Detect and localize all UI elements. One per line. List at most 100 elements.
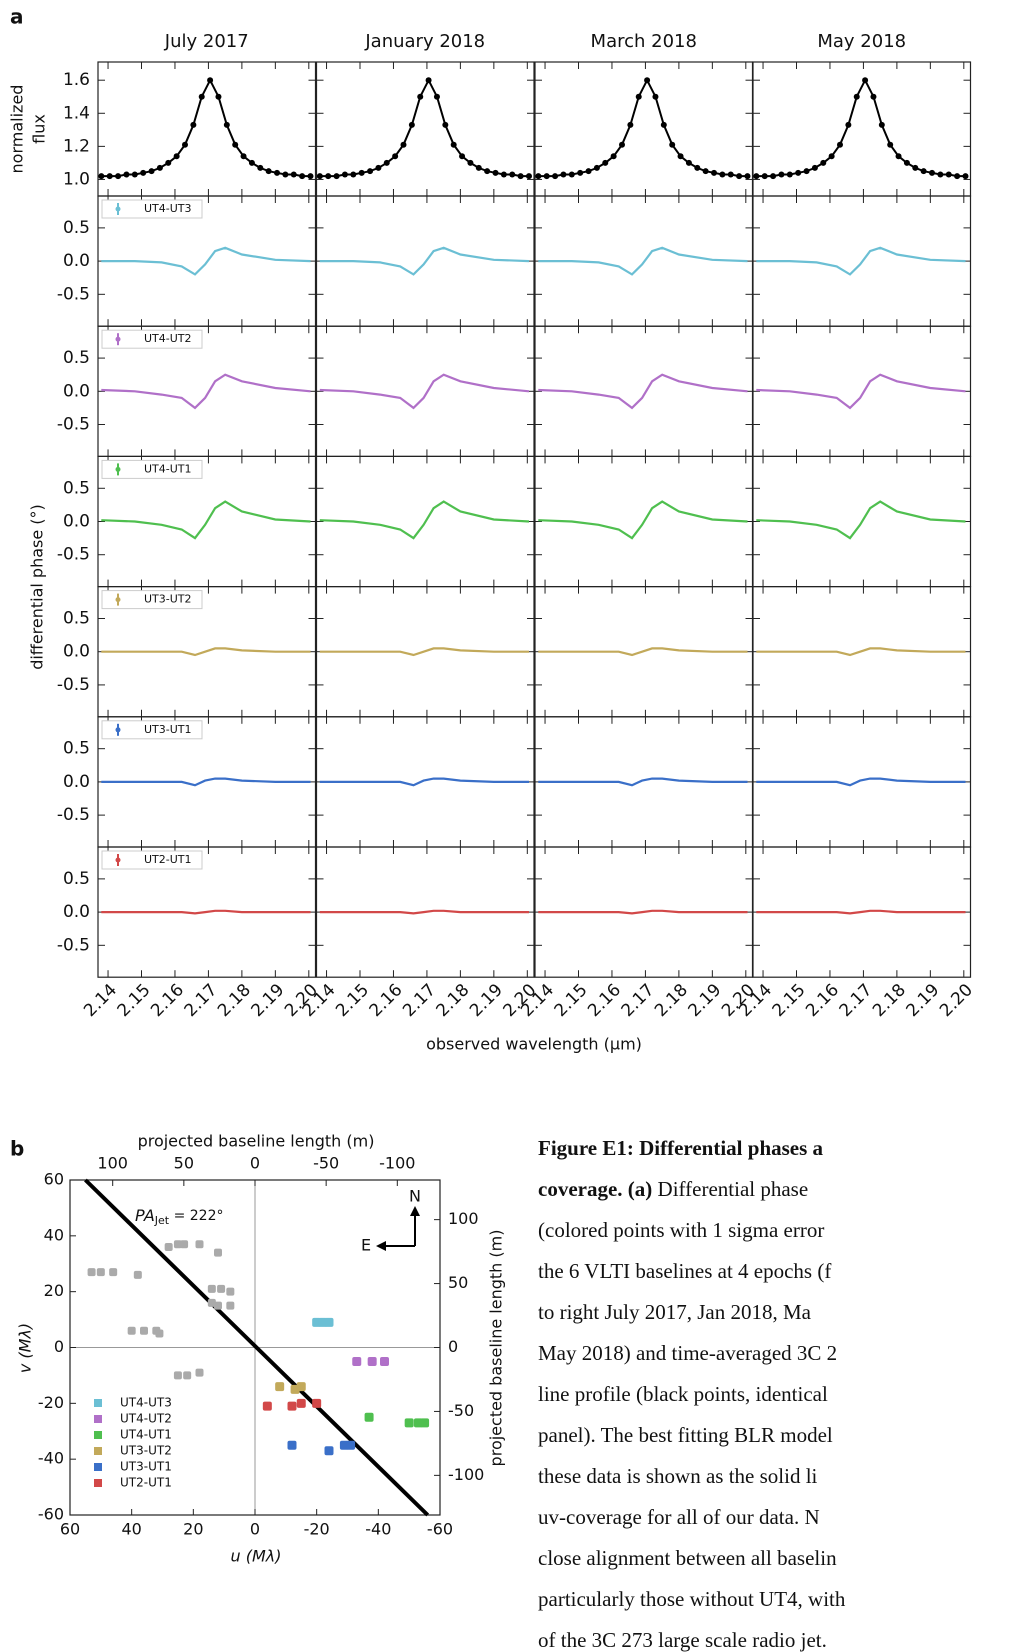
right-axis-label: projected baseline length (m) — [487, 1230, 506, 1467]
model-line — [538, 647, 748, 657]
y-tick-label: -60 — [38, 1505, 64, 1524]
flux-point — [954, 173, 961, 180]
model-line — [756, 246, 966, 276]
y2-tick-label: 0 — [448, 1337, 458, 1356]
y-tick-label: 1.2 — [63, 136, 90, 156]
legend-marker — [115, 727, 121, 733]
y-axis-label: differential phase (°) — [28, 504, 47, 670]
uv-point — [226, 1301, 235, 1310]
flux-point — [475, 164, 482, 171]
flux-point — [920, 168, 927, 175]
flux-point — [173, 153, 180, 160]
flux-point — [770, 173, 777, 180]
flux-point — [552, 173, 559, 180]
uv-point — [183, 1371, 192, 1380]
caption-line: line profile (black points, identical — [538, 1382, 828, 1406]
flux-point — [274, 169, 281, 176]
x-tick-label: 2.17 — [618, 980, 659, 1021]
flux-point — [945, 171, 952, 178]
column-title: July 2017 — [164, 31, 249, 52]
compass-east: E — [361, 1236, 371, 1255]
flux-point — [207, 77, 214, 84]
top-axis-label: projected baseline length (m) — [138, 1132, 375, 1151]
flux-point — [148, 168, 155, 175]
uv-point — [207, 1298, 216, 1307]
flux-point — [753, 173, 760, 180]
y-tick-label: 0.5 — [63, 869, 90, 889]
compass-arrowhead — [376, 1241, 386, 1251]
legend-label: UT4-UT2 — [120, 1412, 172, 1426]
x-tick-label: 2.14 — [80, 980, 121, 1021]
y-tick-label: 1.6 — [63, 70, 90, 90]
x-tick-label: 2.15 — [769, 980, 810, 1021]
column-title: January 2018 — [364, 31, 485, 52]
compass: N E — [361, 1187, 421, 1255]
annotation-symbol: PA — [135, 1206, 155, 1225]
flux-point — [367, 168, 374, 175]
uv-point — [380, 1356, 389, 1366]
x2-tick-label: 0 — [250, 1154, 260, 1173]
column-title: May 2018 — [817, 31, 906, 52]
uv-point — [195, 1368, 204, 1377]
flux-point — [602, 159, 609, 166]
flux-point — [937, 171, 944, 178]
y-tick-label: 1.4 — [63, 103, 90, 123]
y-tick-label: 0.5 — [63, 348, 90, 368]
uv-point — [275, 1382, 285, 1392]
model-line — [756, 500, 966, 540]
flux-point — [635, 93, 642, 100]
flux-point — [585, 168, 592, 175]
flux-point — [903, 159, 910, 166]
uv-point — [214, 1248, 222, 1257]
flux-point — [543, 173, 550, 180]
x-tick-label: 2.18 — [433, 980, 474, 1021]
uv-point — [133, 1270, 142, 1279]
model-line — [538, 909, 748, 915]
y-tick-label: 0.0 — [63, 772, 90, 792]
flux-point — [450, 141, 457, 148]
y-tick-label: 1.0 — [63, 169, 90, 189]
model-line — [319, 246, 530, 276]
uv-point — [214, 1301, 222, 1310]
x-tick-label: 60 — [60, 1520, 80, 1539]
flux-point — [929, 169, 936, 176]
flux-point — [711, 169, 718, 176]
y-tick-label: 0 — [54, 1337, 64, 1356]
y-tick-label: -0.5 — [57, 284, 90, 304]
flux-point — [325, 173, 332, 180]
legend-label: UT4-UT2 — [144, 332, 192, 345]
legend-label: UT3-UT2 — [120, 1444, 172, 1458]
column-title: March 2018 — [591, 31, 697, 52]
caption-text: Figure E1: Differential phases a — [538, 1136, 824, 1160]
y-tick-label: -20 — [38, 1393, 64, 1412]
model-line — [101, 777, 311, 787]
y-tick-label: 0.0 — [63, 251, 90, 271]
uv-point — [287, 1440, 297, 1450]
caption-text: (colored points with 1 sigma error — [538, 1218, 824, 1242]
x-tick-label: -20 — [304, 1520, 330, 1539]
flux-point — [417, 93, 424, 100]
x-tick-label: 2.19 — [903, 980, 944, 1021]
y-tick-label: -0.5 — [57, 675, 90, 695]
legend-marker — [94, 1431, 102, 1439]
flux-point — [123, 171, 130, 178]
annotation-text: = 222° — [169, 1208, 223, 1224]
x-tick-label: 2.19 — [466, 980, 507, 1021]
y-tick-label: -0.5 — [57, 545, 90, 565]
model-line — [101, 909, 311, 915]
x-tick-label: 2.17 — [399, 980, 440, 1021]
flux-point — [627, 121, 634, 128]
flux-point — [744, 173, 751, 180]
legend-marker — [115, 597, 121, 603]
flux-point — [509, 171, 516, 178]
x-axis-label: observed wavelength (µm) — [426, 1035, 642, 1054]
x-tick-label: 2.15 — [114, 980, 155, 1021]
x-tick-label: 2.16 — [802, 980, 843, 1021]
model-line — [756, 373, 966, 410]
uv-point — [127, 1326, 136, 1335]
annotation: PAJet = 222° — [135, 1206, 223, 1228]
flux-point — [677, 153, 684, 160]
x-tick-label: 2.19 — [685, 980, 726, 1021]
uv-point — [420, 1418, 430, 1428]
uv-point — [364, 1412, 374, 1422]
